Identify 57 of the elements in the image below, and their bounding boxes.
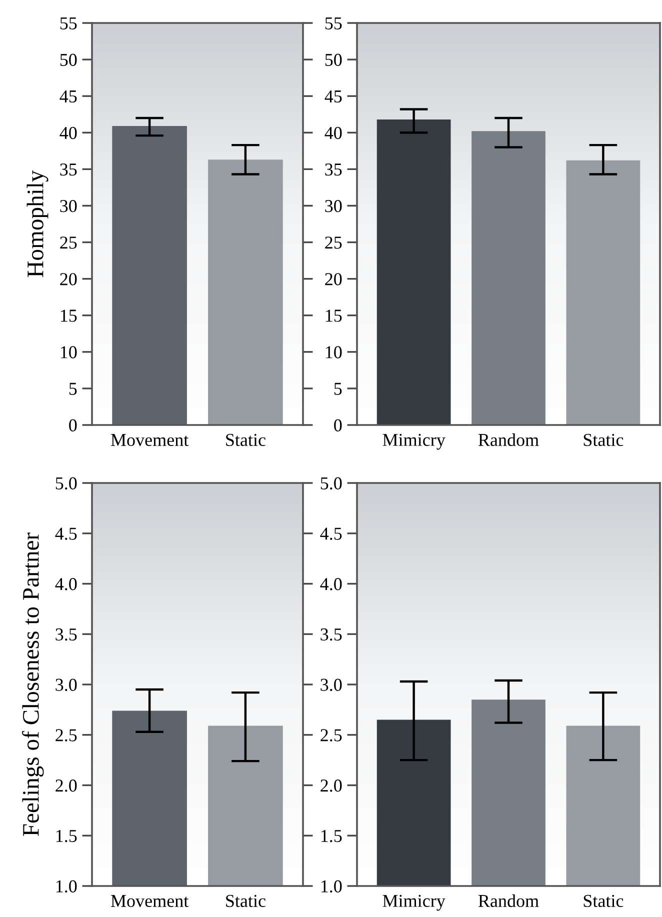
bar xyxy=(566,160,640,425)
x-tick-label: Static xyxy=(226,434,266,446)
y-tick-label: 20 xyxy=(60,273,77,286)
y-tick-label: 20 xyxy=(325,273,342,286)
y-axis-title: Homophily xyxy=(26,170,48,278)
y-tick-label: 15 xyxy=(60,310,77,322)
x-tick-label: Static xyxy=(226,894,266,908)
x-tick-label: Static xyxy=(584,434,624,446)
x-tick-label: Mimicry xyxy=(382,894,446,911)
y-tick-label: 45 xyxy=(324,90,342,103)
y-tick-label: 3.0 xyxy=(320,678,342,692)
y-tick-label: 55 xyxy=(325,17,342,30)
y-tick-label: 40 xyxy=(60,126,77,140)
x-tick-label: Static xyxy=(584,894,624,908)
y-tick-label: 2.0 xyxy=(56,780,77,792)
y-tick-label: 0 xyxy=(334,419,342,432)
x-tick-label: Movement xyxy=(110,434,189,446)
bar xyxy=(472,131,546,425)
y-tick-label: 2.5 xyxy=(320,729,342,742)
y-tick-label: 10 xyxy=(60,346,77,358)
y-tick-label: 30 xyxy=(60,200,77,212)
y-tick-label: 1.5 xyxy=(321,830,342,842)
y-tick-label: 25 xyxy=(325,236,342,249)
y-tick-label: 2.0 xyxy=(320,780,342,792)
y-tick-label: 55 xyxy=(60,17,77,30)
y-tick-label: 4.0 xyxy=(55,578,77,590)
x-tick-label: Random xyxy=(478,894,539,908)
y-tick-label: 0 xyxy=(69,419,77,432)
y-tick-label: 5.0 xyxy=(56,477,77,490)
y-tick-label: 3.0 xyxy=(56,678,77,692)
y-tick-label: 4.5 xyxy=(320,528,342,540)
y-tick-label: 4.5 xyxy=(55,528,77,540)
y-tick-label: 50 xyxy=(325,54,342,66)
y-tick-label: 25 xyxy=(60,236,77,249)
y-tick-label: 3.5 xyxy=(320,628,342,641)
y-tick-label: 4.0 xyxy=(320,578,342,590)
y-tick-label: 3.5 xyxy=(56,628,77,641)
y-tick-label: 30 xyxy=(325,200,342,212)
y-tick-label: 10 xyxy=(326,346,342,358)
y-tick-label: 15 xyxy=(326,310,342,322)
y-tick-label: 50 xyxy=(60,54,77,66)
y-tick-label: 35 xyxy=(325,163,342,176)
y-tick-label: 5.0 xyxy=(320,477,342,490)
y-tick-label: 1.5 xyxy=(56,830,77,842)
y-tick-label: 5 xyxy=(334,382,342,395)
y-tick-label: 35 xyxy=(60,163,77,176)
y-tick-label: 1.0 xyxy=(56,880,77,893)
x-tick-label: Movement xyxy=(110,895,189,908)
y-tick-label: 2.5 xyxy=(56,729,77,742)
y-tick-label: 5 xyxy=(69,382,77,395)
y-tick-label: 45 xyxy=(60,90,77,103)
bar xyxy=(376,119,451,425)
x-tick-label: Random xyxy=(478,433,539,446)
y-axis-title: Feelings of Closeness to Partner xyxy=(22,532,44,836)
x-tick-label: Mimicry xyxy=(382,434,446,450)
y-tick-label: 1.0 xyxy=(321,880,342,893)
y-tick-label: 40 xyxy=(324,126,342,140)
